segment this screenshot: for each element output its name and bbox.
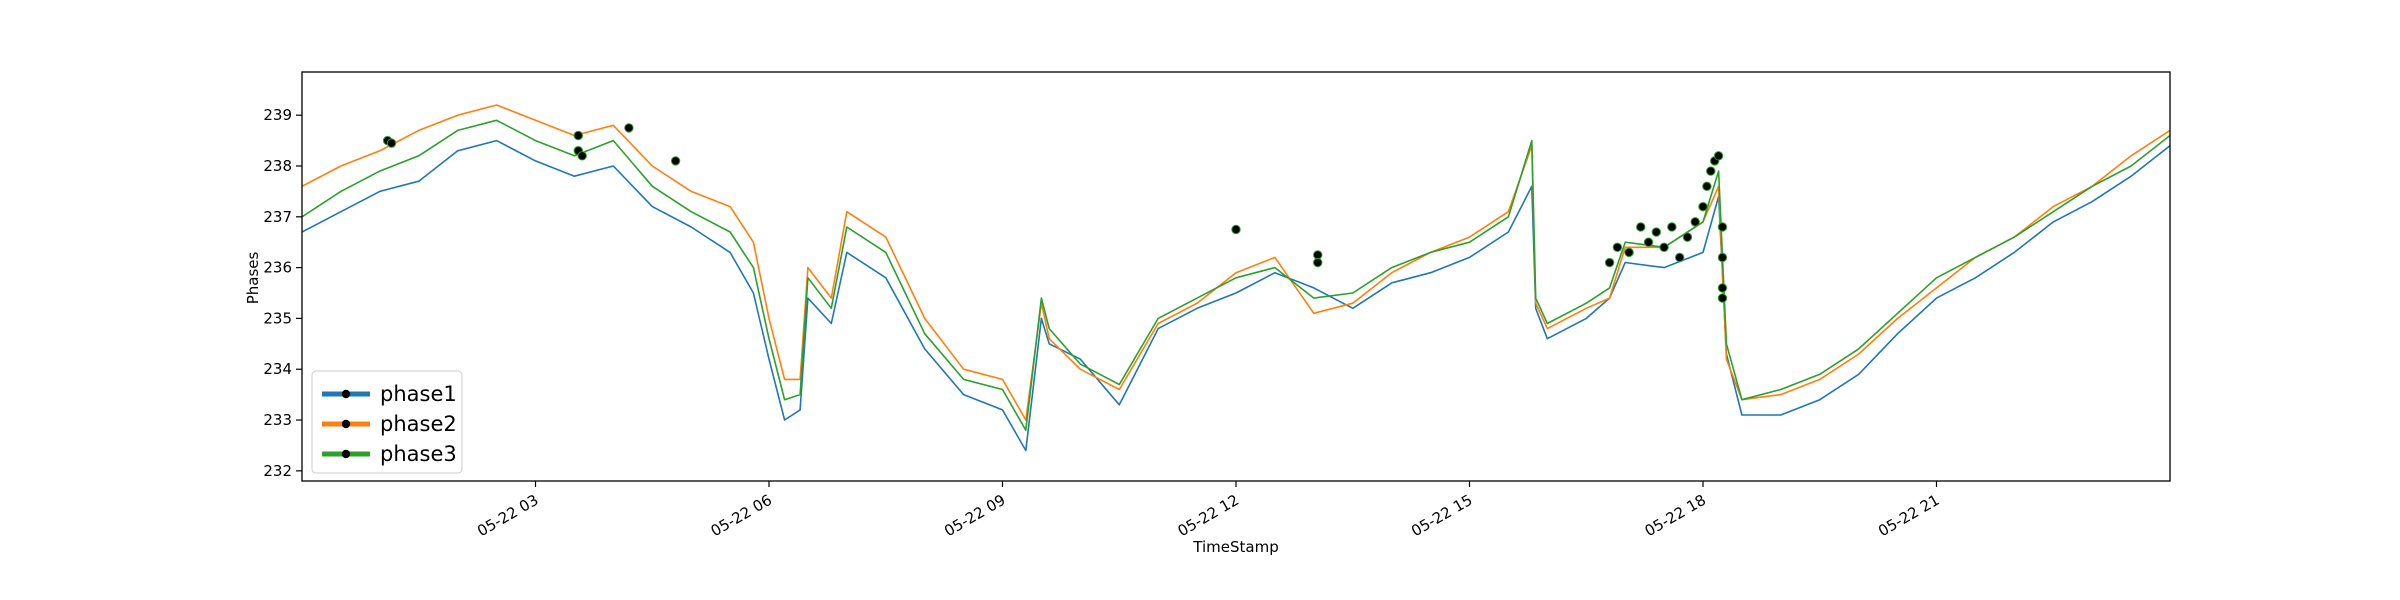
marker-point	[1313, 257, 1323, 268]
x-tick-label: 05-22 06	[708, 491, 775, 540]
y-tick-label: 233	[263, 411, 292, 429]
y-tick-label: 235	[263, 309, 292, 327]
series-group	[302, 104, 2170, 452]
marker-point	[1659, 242, 1669, 252]
marker-point	[1706, 166, 1716, 176]
y-tick-label: 238	[263, 157, 292, 175]
marker-point	[386, 138, 397, 148]
marker-point	[1612, 242, 1623, 252]
legend-item: phase3	[322, 442, 457, 466]
marker-group	[382, 123, 1728, 303]
legend-item: phase1	[322, 382, 457, 406]
x-tick-label: 05-22 18	[1642, 491, 1709, 540]
marker-point	[1643, 237, 1654, 247]
legend-label: phase3	[380, 442, 457, 466]
marker-point	[1717, 283, 1728, 293]
plot-layer	[302, 104, 2170, 452]
axes-layer: 232 233 234 235 236 237 238 239 05-22 03 05-22 06…	[263, 106, 1942, 540]
y-tick-label: 239	[263, 106, 292, 124]
x-tick-label: 05-22 03	[474, 491, 541, 540]
marker-point	[1674, 252, 1685, 263]
x-axis-title: TimeStamp	[1192, 538, 1278, 556]
marker-point	[1667, 222, 1677, 232]
marker-point	[1717, 252, 1728, 263]
marker-point	[624, 123, 634, 133]
series-line-phase1	[302, 139, 2170, 452]
y-tick-label: 236	[263, 259, 292, 277]
marker-point	[1717, 293, 1728, 303]
legend-marker	[341, 419, 351, 429]
marker-point	[577, 151, 587, 161]
marker-point	[1717, 222, 1728, 232]
legend-label: phase2	[380, 412, 457, 436]
series-line-phase3	[302, 119, 2170, 432]
legend-marker	[341, 449, 351, 459]
legend-marker	[341, 389, 351, 399]
marker-point	[1604, 257, 1615, 268]
marker-point	[670, 156, 681, 166]
legend: phase1 phase2 phase3	[311, 370, 463, 474]
y-tick-label: 232	[263, 462, 292, 480]
y-axis-title: Phases	[244, 252, 262, 305]
marker-point	[1690, 217, 1700, 227]
legend-label: phase1	[380, 382, 457, 406]
x-tick-label: 05-22 09	[941, 491, 1008, 540]
marker-point	[573, 130, 584, 141]
x-tick-label: 05-22 15	[1408, 491, 1475, 540]
legend-item: phase2	[322, 412, 457, 436]
marker-point	[1636, 222, 1646, 232]
y-tick-label: 234	[263, 360, 292, 378]
marker-point	[1624, 247, 1634, 258]
marker-point	[1698, 201, 1708, 212]
marker-point	[1682, 232, 1693, 242]
marker-point	[1702, 181, 1712, 192]
marker-point	[1713, 151, 1724, 161]
y-tick-label: 237	[263, 208, 292, 226]
x-tick-label: 05-22 12	[1175, 491, 1242, 540]
marker-point	[1231, 224, 1241, 235]
marker-point	[1651, 227, 1662, 237]
x-tick-label: 05-22 21	[1875, 491, 1942, 540]
